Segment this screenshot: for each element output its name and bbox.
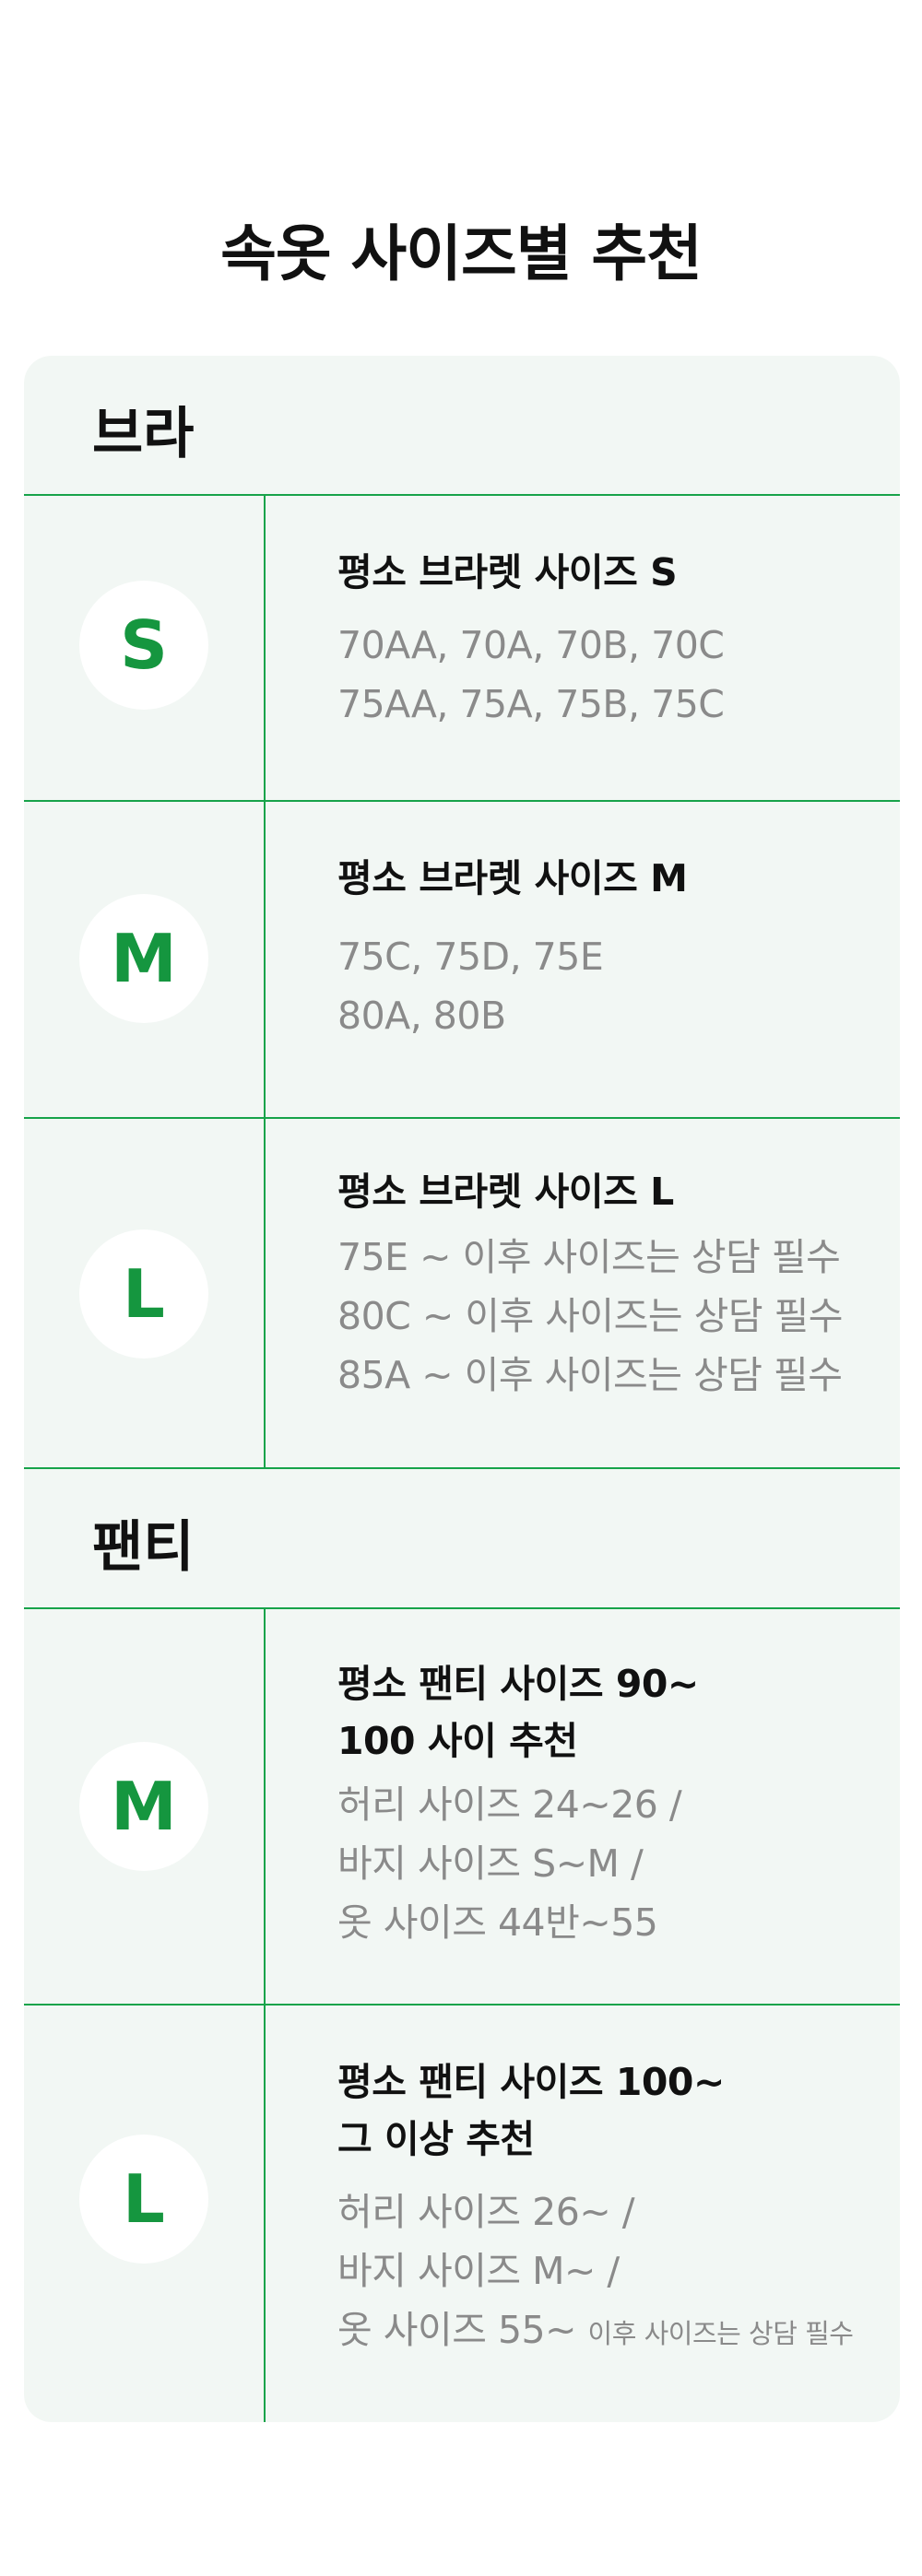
size-details: 평소 브라렛 사이즈 M 75C, 75D, 75E 80A, 80B: [337, 850, 891, 1045]
size-guide-card: 브라 S 평소 브라렛 사이즈 S 70AA, 70A, 70B, 70C 75…: [24, 356, 900, 2422]
size-badge-l: L: [79, 1229, 208, 1359]
size-cell: M: [24, 802, 266, 1117]
size-desc-line: 70AA, 70A, 70B, 70C: [337, 623, 725, 667]
size-desc-line: 80A, 80B: [337, 994, 506, 1038]
size-badge-s: S: [79, 581, 208, 710]
size-desc-line: 75C, 75D, 75E: [337, 935, 604, 979]
size-desc-line: 허리 사이즈 24~26 /: [337, 1782, 682, 1827]
size-desc-main: 옷 사이즈 55~: [337, 2308, 576, 2352]
section-title-panty: 팬티: [92, 1515, 195, 1580]
size-details: 평소 팬티 사이즈 90~ 100 사이 추천 허리 사이즈 24~26 / 바…: [337, 1655, 891, 1952]
panty-row-l: L 평소 팬티 사이즈 100~ 그 이상 추천 허리 사이즈 26~ / 바지…: [24, 2006, 900, 2422]
size-details: 평소 팬티 사이즈 100~ 그 이상 추천 허리 사이즈 26~ / 바지 사…: [337, 2053, 891, 2363]
size-desc-line: 바지 사이즈 S~M /: [337, 1841, 644, 1886]
size-desc-line: 옷 사이즈 44반~55: [337, 1900, 658, 1945]
size-desc-line: 허리 사이즈 26~ /: [337, 2190, 635, 2234]
section-header-panty: 팬티: [24, 1469, 900, 1609]
size-heading: 평소 브라렛 사이즈 S: [337, 550, 678, 594]
size-desc-line: 80C ~ 이후 사이즈는 상담 필수: [337, 1294, 844, 1338]
bra-row-m: M 평소 브라렛 사이즈 M 75C, 75D, 75E 80A, 80B: [24, 802, 900, 1119]
size-badge-l: L: [79, 2135, 208, 2264]
size-badge-m: M: [79, 1742, 208, 1871]
size-heading: 평소 브라렛 사이즈 L: [337, 1170, 674, 1214]
size-heading-line: 그 이상 추천: [337, 2117, 535, 2161]
size-heading-line: 평소 팬티 사이즈 90~: [337, 1662, 699, 1706]
size-badge-m: M: [79, 894, 208, 1023]
size-details: 평소 브라렛 사이즈 L 75E ~ 이후 사이즈는 상담 필수 80C ~ 이…: [337, 1163, 891, 1405]
size-heading-line: 평소 팬티 사이즈 100~: [337, 2060, 725, 2104]
size-desc-line: 75AA, 75A, 75B, 75C: [337, 682, 725, 726]
size-details: 평소 브라렛 사이즈 S 70AA, 70A, 70B, 70C 75AA, 7…: [337, 544, 891, 734]
size-cell: M: [24, 1609, 266, 2004]
section-title-bra: 브라: [92, 402, 195, 466]
bra-row-s: S 평소 브라렛 사이즈 S 70AA, 70A, 70B, 70C 75AA,…: [24, 496, 900, 802]
panty-row-m: M 평소 팬티 사이즈 90~ 100 사이 추천 허리 사이즈 24~26 /…: [24, 1609, 900, 2006]
bra-row-l: L 평소 브라렛 사이즈 L 75E ~ 이후 사이즈는 상담 필수 80C ~…: [24, 1119, 900, 1469]
size-heading: 평소 브라렛 사이즈 M: [337, 856, 688, 900]
size-cell: S: [24, 496, 266, 800]
size-heading-line: 100 사이 추천: [337, 1719, 578, 1763]
size-cell: L: [24, 2006, 266, 2422]
size-desc-line: 75E ~ 이후 사이즈는 상담 필수: [337, 1235, 841, 1279]
section-header-bra: 브라: [24, 356, 900, 496]
size-desc-line: 바지 사이즈 M~ /: [337, 2249, 620, 2293]
page-title: 속옷 사이즈별 추천: [220, 218, 703, 289]
size-desc-line: 옷 사이즈 55~ 이후 사이즈는 상담 필수: [337, 2300, 891, 2363]
size-desc-line: 85A ~ 이후 사이즈는 상담 필수: [337, 1353, 843, 1397]
size-cell: L: [24, 1119, 266, 1467]
consultation-note: 이후 사이즈는 상담 필수: [587, 2318, 854, 2349]
